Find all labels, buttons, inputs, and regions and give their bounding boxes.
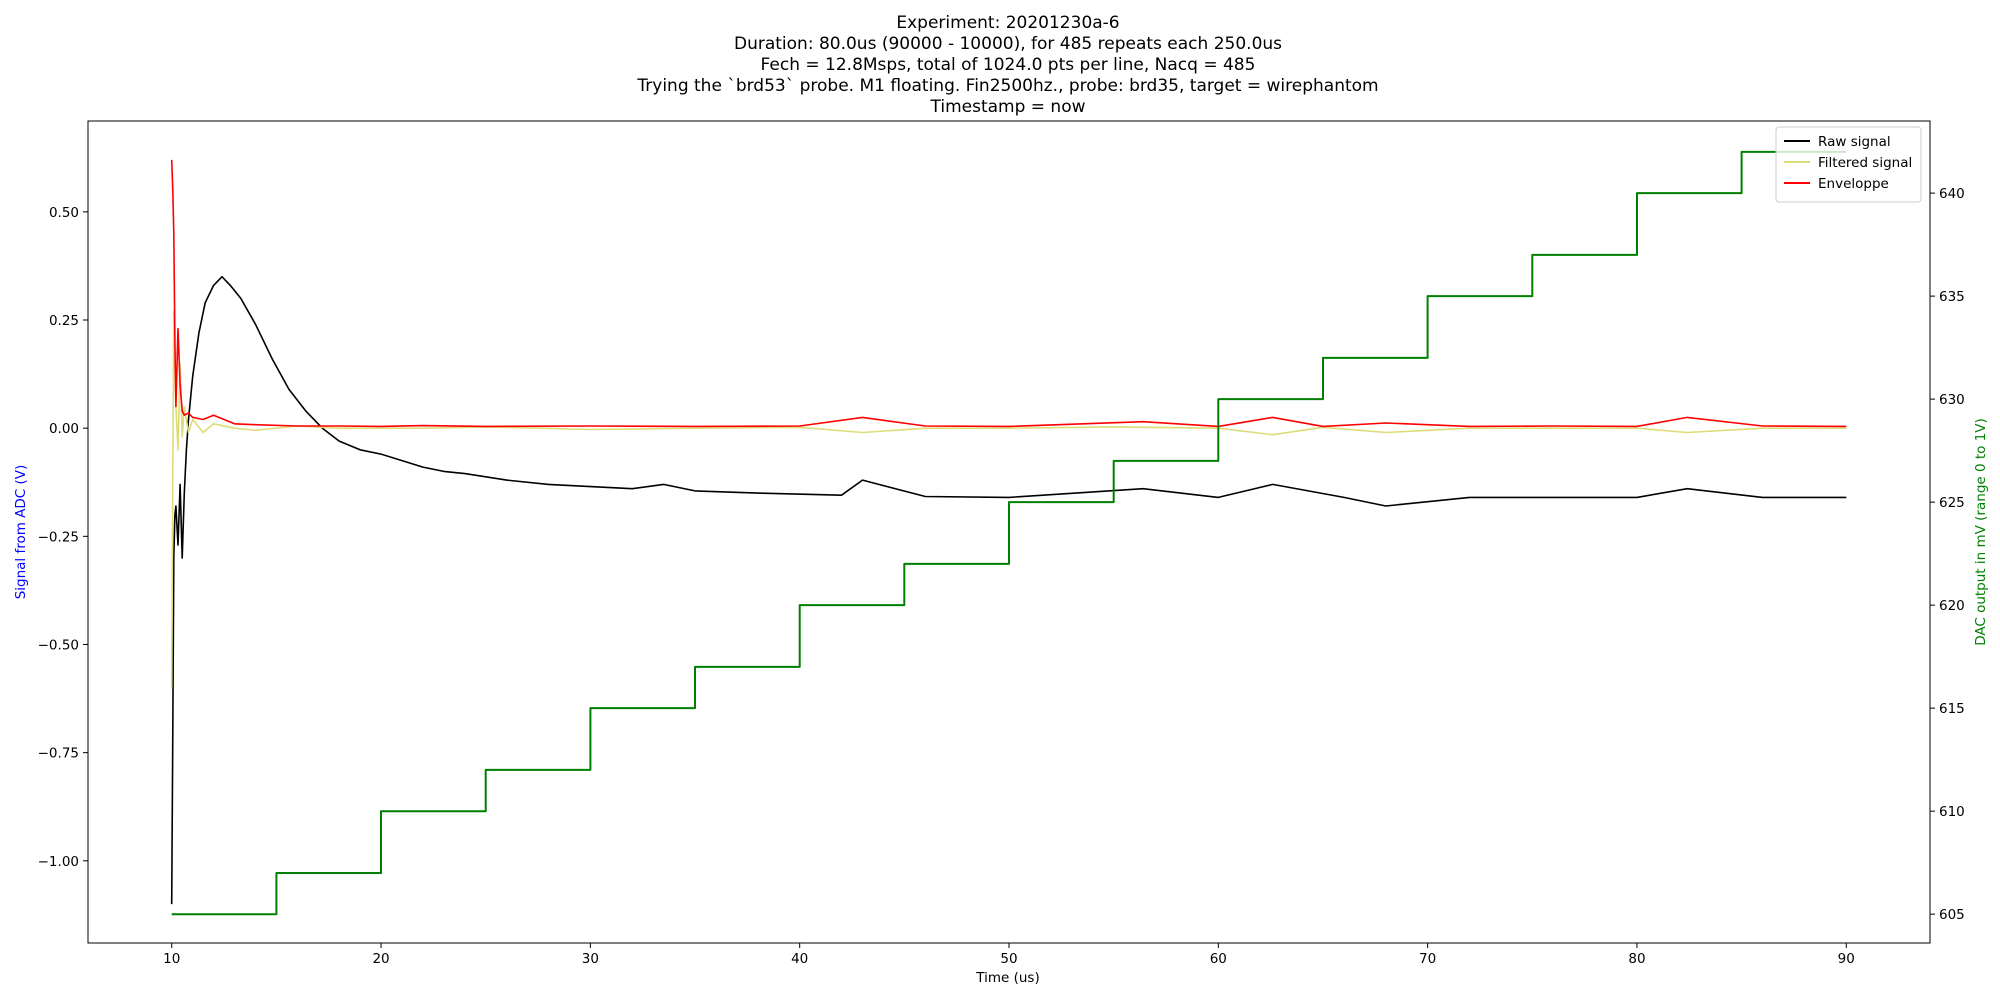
legend-label-enveloppe: Enveloppe (1818, 176, 1889, 192)
plot-area (170, 150, 1847, 916)
legend-box (1775, 126, 1922, 203)
y-axis-label-right: DAC output in mV (range 0 to 1V) (1973, 418, 1989, 646)
y-tick-label-right: 605 (1939, 907, 1965, 923)
y-tick-label-left: −0.75 (38, 746, 79, 762)
x-tick-label: 90 (1838, 951, 1855, 967)
legend-label-raw-signal: Raw signal (1818, 134, 1891, 150)
series-line-raw-signal (170, 275, 1847, 905)
y-tick-label-left: 0.25 (49, 313, 79, 329)
title-line-1: Experiment: 20201230a-6 (896, 13, 1119, 33)
x-tick-label: 40 (791, 951, 808, 967)
y-tick-label-right: 635 (1939, 289, 1965, 305)
y-tick-label-right: 640 (1939, 186, 1965, 202)
y-tick-label-right: 610 (1939, 804, 1965, 820)
x-tick-label: 50 (1000, 951, 1017, 967)
x-axis-label: Time (us) (975, 970, 1039, 986)
series-line-enveloppe (170, 159, 1847, 428)
y-tick-label-right: 620 (1939, 598, 1965, 614)
series-line-dac-output (171, 150, 1847, 916)
axes: 10 20 30 40 50 60 70 80 90 0.50 0.25 0.00 −0.25 −0.50… (38, 120, 1965, 967)
title-line-2: Duration: 80.0us (90000 - 10000), for 48… (734, 34, 1282, 54)
x-tick-label: 80 (1628, 951, 1645, 967)
x-tick-label: 20 (372, 951, 389, 967)
y-tick-label-left: −0.25 (38, 529, 79, 545)
y-tick-label-right: 630 (1939, 392, 1965, 408)
title-line-5: Timestamp = now (929, 97, 1085, 117)
y-tick-label-left: −0.50 (38, 637, 79, 653)
x-tick-label: 60 (1210, 951, 1227, 967)
y-tick-label-left: −1.00 (38, 854, 79, 870)
series-line-filtered-signal (170, 310, 1847, 688)
legend-label-filtered-signal: Filtered signal (1818, 155, 1912, 171)
y-tick-label-right: 615 (1939, 701, 1965, 717)
x-tick-label: 30 (582, 951, 599, 967)
title-line-4: Trying the `brd53` probe. M1 floating. F… (636, 76, 1378, 96)
title-line-3: Fech = 12.8Msps, total of 1024.0 pts per… (761, 55, 1256, 75)
legend: Raw signal Filtered signal Enveloppe (1775, 126, 1922, 203)
y-axis-label-left: Signal from ADC (V) (13, 465, 29, 600)
y-tick-label-left: 0.00 (49, 421, 79, 437)
x-tick-label: 70 (1419, 951, 1436, 967)
chart-title: Experiment: 20201230a-6 Duration: 80.0us… (636, 13, 1378, 117)
x-tick-label: 10 (163, 951, 180, 967)
y-tick-label-right: 625 (1939, 495, 1965, 511)
y-tick-label-left: 0.50 (49, 205, 79, 221)
